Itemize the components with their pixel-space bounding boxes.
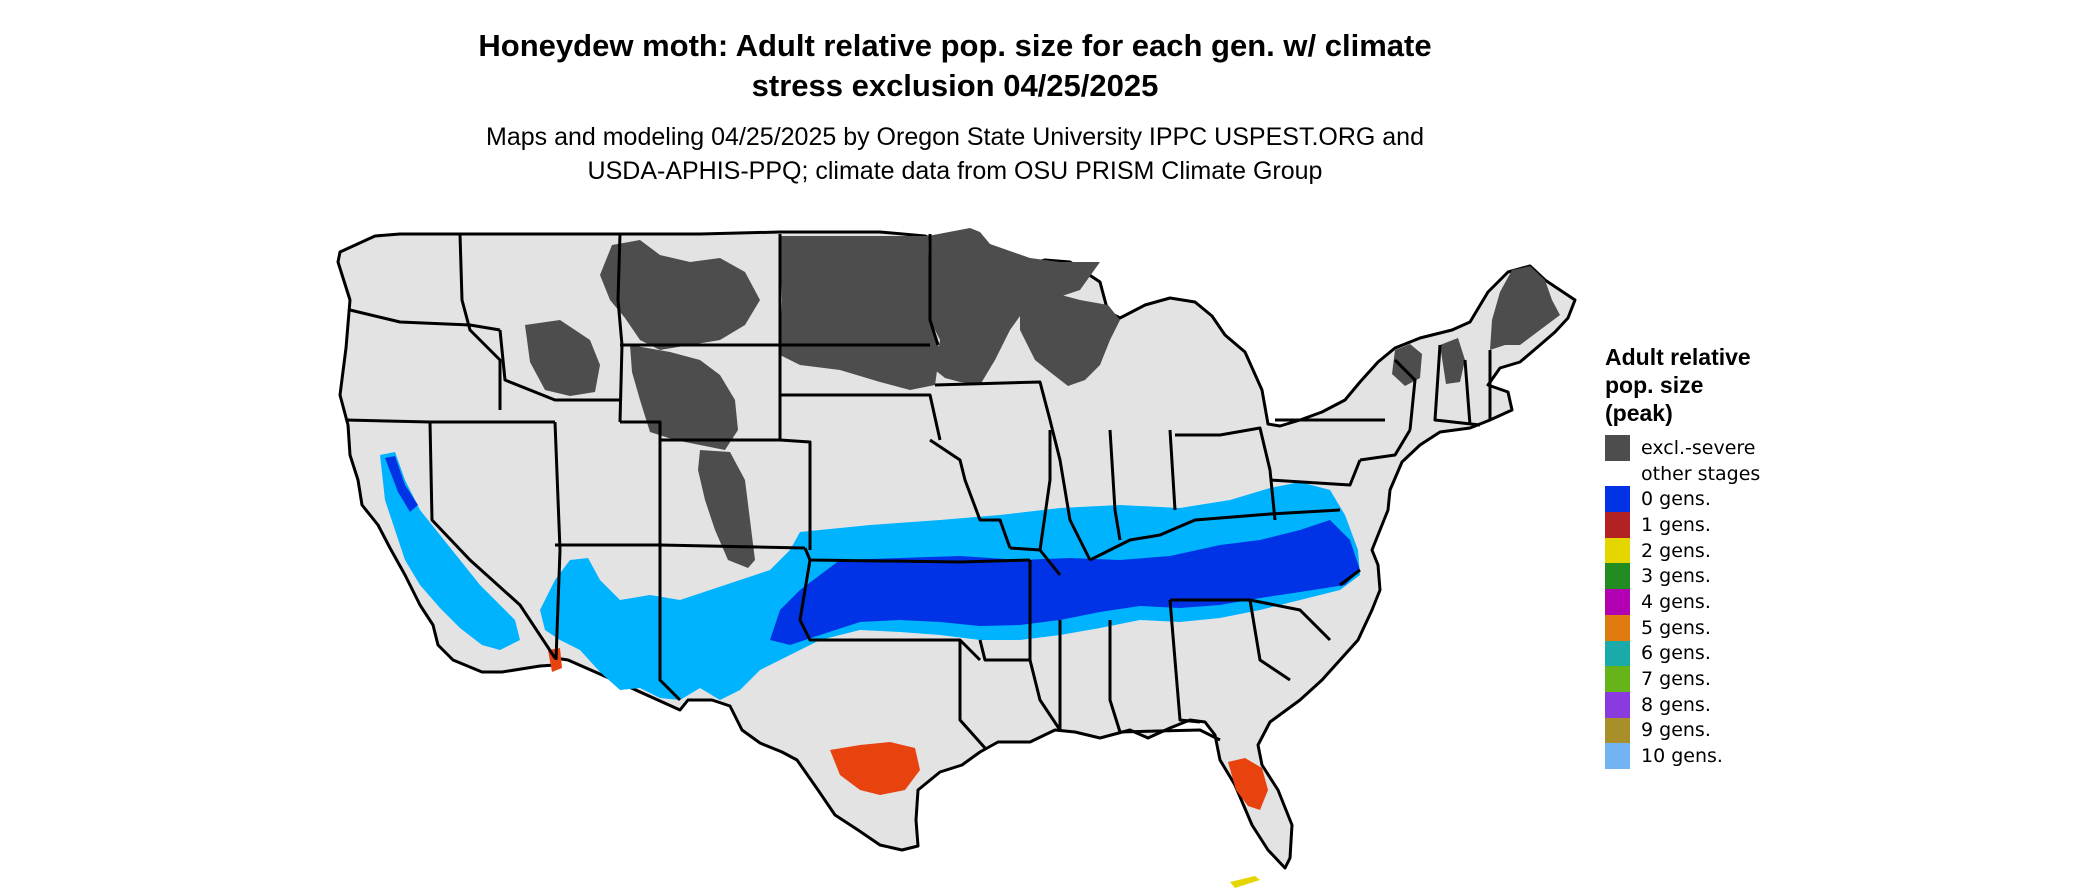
- zero-gens-california-dark: [385, 456, 418, 512]
- legend-swatch: [1605, 512, 1630, 538]
- legend-swatch: [1605, 614, 1630, 641]
- legend-item: 9 gens.: [1605, 717, 1825, 744]
- legend-label: 6 gens.: [1641, 642, 1711, 665]
- exclusion-wyoming: [630, 345, 738, 450]
- us-map: [336, 228, 1577, 888]
- exclusion-wisconsin: [1020, 292, 1120, 386]
- map-title: Honeydew moth: Adult relative pop. size …: [0, 26, 1910, 106]
- one-gen-florida: [1228, 758, 1268, 810]
- subtitle-line-1: Maps and modeling 04/25/2025 by Oregon S…: [486, 123, 1424, 151]
- exclusion-maine: [1490, 266, 1560, 350]
- legend-label: 2 gens.: [1641, 539, 1711, 562]
- legend-swatch: [1605, 435, 1630, 461]
- legend-swatch: [1605, 537, 1630, 564]
- legend-label: 7 gens.: [1641, 668, 1711, 691]
- legend-item: excl.-severe: [1605, 435, 1825, 461]
- legend-label: 4 gens.: [1641, 590, 1711, 613]
- title-line-2: stress exclusion 04/25/2025: [751, 68, 1159, 103]
- legend-title-line-1: Adult relative: [1605, 344, 1751, 370]
- legend-label: 3 gens.: [1641, 565, 1711, 588]
- legend-item: 1 gens.: [1605, 512, 1825, 538]
- legend-item: 0 gens.: [1605, 486, 1825, 513]
- subtitle-line-2: USDA-APHIS-PPQ; climate data from OSU PR…: [587, 157, 1323, 185]
- legend-item: 10 gens.: [1605, 743, 1825, 769]
- legend-swatch: [1605, 589, 1630, 615]
- legend-item: 6 gens.: [1605, 640, 1825, 667]
- legend-swatch: [1605, 563, 1630, 590]
- map-subtitle: Maps and modeling 04/25/2025 by Oregon S…: [0, 120, 1910, 188]
- legend-label: 8 gens.: [1641, 693, 1711, 716]
- legend-swatch: [1605, 743, 1630, 769]
- legend-label: 5 gens.: [1641, 616, 1711, 639]
- legend-swatch: [1605, 486, 1630, 513]
- legend-item: 4 gens.: [1605, 589, 1825, 615]
- legend-title-line-2: pop. size: [1605, 372, 1704, 398]
- exclusion-adirondack: [1392, 344, 1422, 386]
- legend-label: other stages: [1641, 462, 1761, 485]
- exclusion-northern-plains: [780, 236, 940, 390]
- one-gen-south-texas: [830, 742, 920, 795]
- legend-swatch: [1605, 666, 1630, 692]
- one-gen-zones: [548, 648, 1268, 810]
- exclusion-minnesota: [928, 228, 1100, 385]
- exclusion-idaho: [525, 320, 600, 396]
- legend-label: 1 gens.: [1641, 513, 1711, 536]
- exclusion-vermont: [1440, 338, 1465, 384]
- legend-swatch: [1605, 640, 1630, 667]
- legend-item: 2 gens.: [1605, 537, 1825, 564]
- legend-item: 7 gens.: [1605, 666, 1825, 692]
- legend-item: 5 gens.: [1605, 614, 1825, 641]
- zero-gens-dark-band: [770, 520, 1360, 645]
- legend-title-line-3: (peak): [1605, 400, 1673, 426]
- legend-swatch: [1605, 691, 1630, 718]
- title-line-1: Honeydew moth: Adult relative pop. size …: [478, 28, 1432, 63]
- legend-label: 0 gens.: [1641, 488, 1711, 511]
- legend-label: 10 gens.: [1641, 745, 1723, 768]
- legend-item: 8 gens.: [1605, 691, 1825, 718]
- state-borders: [345, 233, 1492, 749]
- legend-label: excl.-severe: [1641, 436, 1756, 459]
- legend-title: Adult relative pop. size (peak): [1605, 343, 1825, 427]
- legend-label: 9 gens.: [1641, 719, 1711, 742]
- legend-item: 3 gens.: [1605, 563, 1825, 590]
- legend-swatch: [1605, 717, 1630, 744]
- two-gens-keys: [1230, 876, 1260, 888]
- exclusion-colorado: [698, 450, 755, 568]
- legend-item: other stages: [1605, 460, 1825, 487]
- climate-exclusion-zones: [525, 228, 1560, 568]
- legend-items: excl.-severe other stages 0 gens. 1 gens. 2 …: [1605, 435, 1825, 769]
- legend-swatch: [1605, 460, 1630, 487]
- legend: Adult relative pop. size (peak) excl.-se…: [1605, 343, 1825, 769]
- exclusion-montana-west: [600, 240, 760, 350]
